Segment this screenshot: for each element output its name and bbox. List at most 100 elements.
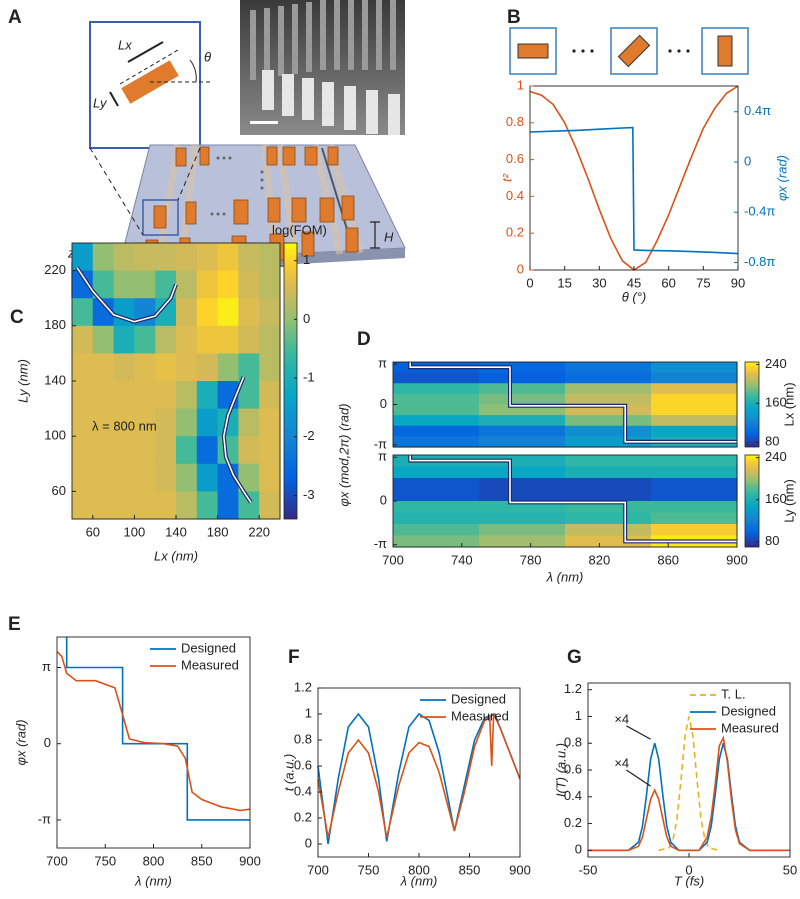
heatmap-cell: [238, 408, 260, 437]
heatmap-cell: [113, 463, 135, 492]
data-line: [65, 637, 250, 821]
angle-arc: [189, 59, 197, 83]
heatmap-cell: [134, 325, 156, 354]
heatmap-cell: [217, 353, 239, 382]
heatmap-cell: [565, 535, 652, 548]
heatmap-cell: [92, 298, 115, 327]
heatmap-cell: [393, 393, 480, 406]
y-tick-label: 0: [575, 842, 582, 857]
data-line: [317, 712, 521, 845]
panel-label: C: [10, 307, 24, 328]
y-tick-label: 60: [52, 483, 66, 498]
heatmap-cell: [651, 393, 738, 406]
heatmap-cell: [479, 425, 566, 437]
y-tick-label: 0.6: [506, 151, 524, 166]
y-tick-label: 1: [305, 705, 312, 720]
y-tick-label: 140: [44, 372, 66, 387]
heatmap-cell: [479, 535, 566, 548]
y-tick-label: 0: [305, 835, 312, 850]
colorbar-tick-label: -1: [303, 370, 315, 385]
x-tick-label: 60: [86, 524, 100, 539]
legend-label: T. L.: [721, 686, 746, 701]
y-tick-label: 0: [380, 492, 387, 507]
heatmap-cell: [651, 524, 738, 537]
x-axis-label: T (fs): [674, 873, 704, 888]
label-ly: Ly: [93, 95, 108, 110]
x-tick-label: 100: [124, 524, 146, 539]
heatmap-cell: [259, 298, 281, 327]
heatmap-cell: [196, 353, 219, 382]
heatmap-cell: [651, 425, 738, 437]
x-tick-label: 75: [696, 275, 710, 290]
heatmap-cell: [565, 512, 652, 525]
heatmap-cell: [155, 463, 177, 492]
x-tick-label: 900: [509, 862, 531, 877]
annotation: ×4: [614, 711, 629, 726]
heatmap-cell: [134, 243, 156, 272]
heatmap-cell: [134, 408, 156, 437]
x-tick-label: 90: [731, 275, 745, 290]
heatmap-cell: [72, 243, 94, 272]
heatmap-cell: [651, 415, 738, 427]
x-tick-label: 0: [685, 862, 692, 877]
y-tick-label: π: [42, 659, 51, 674]
heatmap-cell: [72, 325, 94, 354]
y2-tick-label: 0.4π: [744, 103, 771, 118]
x-tick-label: 15: [557, 275, 571, 290]
colorbar: [744, 361, 760, 448]
heatmap-cell: [651, 501, 738, 514]
heatmap-cell: [238, 325, 260, 354]
heatmap-cell: [651, 383, 738, 395]
heatmap-cell: [176, 243, 198, 272]
y-axis-label: t²: [499, 173, 514, 182]
heatmap-cell: [176, 353, 198, 382]
heatmap-cell: [176, 298, 198, 327]
dimension-marks: [140, 221, 380, 283]
heatmap-cell: [176, 463, 198, 492]
data-line: [76, 267, 177, 323]
unit-box: [142, 199, 179, 236]
heatmap-cell: [393, 524, 480, 537]
label-lx: Lx: [118, 37, 132, 52]
x-tick-label: 820: [589, 552, 611, 567]
x-tick-label: 750: [358, 862, 380, 877]
heatmap-cell: [565, 404, 652, 416]
data-line: [56, 651, 251, 812]
heatmap-cell: [238, 353, 260, 382]
y-tick-label: 0.8: [564, 735, 582, 750]
heatmap-cell: [155, 436, 177, 465]
heatmap-cell: [238, 436, 260, 465]
y-tick-label: 0.2: [294, 809, 312, 824]
heatmap-cell: [196, 381, 219, 410]
heatmap-cell: [565, 489, 652, 502]
heatmap-cell: [196, 298, 219, 327]
y-tick-label: -π: [38, 811, 51, 826]
heatmap-cell: [72, 408, 94, 437]
x-tick-label: 800: [143, 853, 165, 868]
x-tick-label: 750: [94, 853, 116, 868]
heatmap-cell: [113, 408, 135, 437]
heatmap-cell: [92, 381, 115, 410]
heatmap-cell: [134, 463, 156, 492]
x-axis-label: λ (nm): [546, 569, 584, 584]
heatmap-cell: [72, 298, 94, 327]
panel-label: F: [288, 647, 300, 668]
heatmap-cell: [479, 372, 566, 384]
y-tick-label: 0.2: [564, 815, 582, 830]
heatmap-cell: [72, 353, 94, 382]
heatmap-cell: [134, 381, 156, 410]
heatmap-cell: [113, 381, 135, 410]
heatmap-cell: [479, 383, 566, 395]
x-axis-label: λ (nm): [134, 873, 172, 888]
annotation: ×4: [614, 755, 629, 770]
label-theta: θ: [204, 49, 211, 64]
heatmap-cell: [565, 362, 652, 374]
panel-label: B: [507, 7, 521, 28]
heatmap-cell: [134, 436, 156, 465]
colorbar-tick-label: -2: [303, 428, 315, 443]
heatmap-cell: [479, 466, 566, 479]
heatmap-cell: [479, 415, 566, 427]
heatmap-cell: [651, 362, 738, 374]
heatmap-cell: [259, 436, 281, 465]
heatmap-cell: [565, 425, 652, 437]
